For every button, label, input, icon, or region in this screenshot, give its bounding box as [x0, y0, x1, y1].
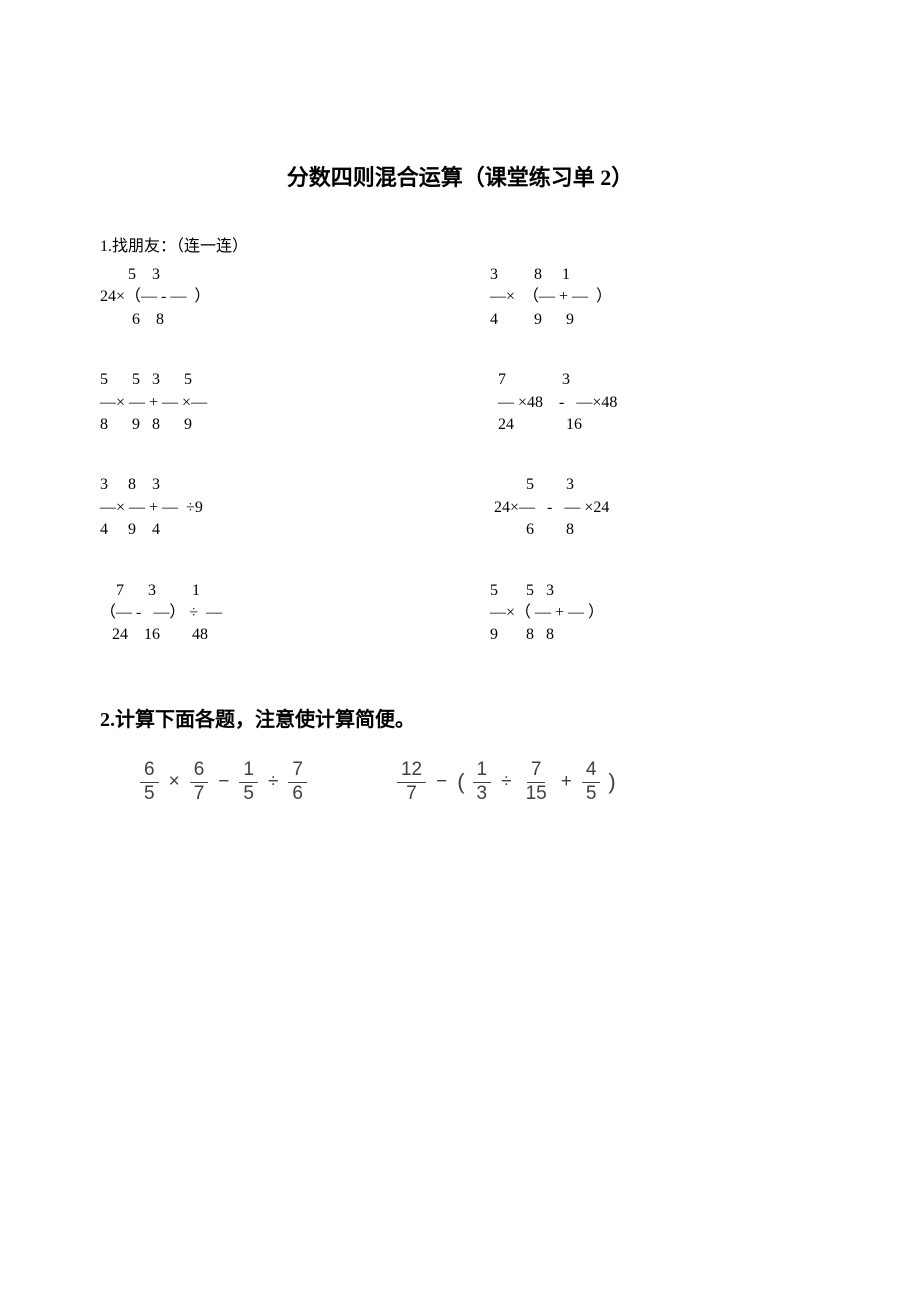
- operator: ÷: [266, 771, 280, 793]
- expr-cell: 5 5 3 5 —× — + — ×— 8 9 8 9: [100, 369, 430, 436]
- fraction: 12 7: [397, 760, 426, 805]
- left-paren: (: [457, 769, 464, 795]
- match-grid: 5 3 24×（— - — ） 6 8 3 8 1 —× （— + — ） 4 …: [100, 264, 820, 647]
- formula-2: 12 7 − ( 1 3 ÷ 7 15 + 4 5 ): [397, 760, 616, 805]
- expr-cell: 5 3 24×— - — ×24 6 8: [490, 474, 820, 541]
- formula-row: 6 5 × 6 7 − 1 5 ÷ 7 6 12 7 −: [100, 760, 820, 805]
- q1-label: 1.找朋友：（连一连）: [100, 232, 820, 256]
- denominator: 6: [288, 783, 307, 805]
- denominator: 5: [582, 783, 601, 805]
- fraction: 7 15: [522, 760, 551, 805]
- numerator: 12: [397, 760, 426, 783]
- q2-label: 2.计算下面各题，注意使计算简便。: [100, 703, 820, 732]
- fraction: 4 5: [582, 760, 601, 805]
- numerator: 6: [190, 760, 209, 783]
- numerator: 1: [473, 760, 492, 783]
- fraction: 1 5: [239, 760, 258, 805]
- right-paren: ): [608, 769, 615, 795]
- expr-cell: 5 3 24×（— - — ） 6 8: [100, 264, 430, 331]
- denominator: 3: [473, 783, 492, 805]
- operator: −: [216, 771, 231, 793]
- denominator: 15: [522, 783, 551, 805]
- denominator: 5: [140, 783, 159, 805]
- numerator: 7: [527, 760, 546, 783]
- formula-1: 6 5 × 6 7 − 1 5 ÷ 7 6: [140, 760, 307, 805]
- operator: ×: [167, 771, 182, 793]
- fraction: 6 7: [190, 760, 209, 805]
- denominator: 5: [239, 783, 258, 805]
- fraction: 1 3: [473, 760, 492, 805]
- numerator: 1: [239, 760, 258, 783]
- expr-cell: 7 3 1 （— - —） ÷ — 24 16 48: [100, 580, 430, 647]
- numerator: 6: [140, 760, 159, 783]
- denominator: 7: [190, 783, 209, 805]
- expr-cell: 5 5 3 —×（ — + — ） 9 8 8: [490, 580, 820, 647]
- expr-cell: 3 8 1 —× （— + — ） 4 9 9: [490, 264, 820, 331]
- fraction: 6 5: [140, 760, 159, 805]
- operator: +: [559, 771, 574, 793]
- expr-cell: 3 8 3 —× — + — ÷9 4 9 4: [100, 474, 430, 541]
- numerator: 4: [582, 760, 601, 783]
- numerator: 7: [288, 760, 307, 783]
- page-container: 分数四则混合运算（课堂练习单 2） 1.找朋友：（连一连） 5 3 24×（— …: [0, 0, 920, 864]
- operator: −: [434, 771, 449, 793]
- expr-cell: 7 3 — ×48 - —×48 24 16: [490, 369, 820, 436]
- page-title: 分数四则混合运算（课堂练习单 2）: [100, 160, 820, 192]
- operator: ÷: [499, 771, 513, 793]
- denominator: 7: [402, 783, 421, 805]
- fraction: 7 6: [288, 760, 307, 805]
